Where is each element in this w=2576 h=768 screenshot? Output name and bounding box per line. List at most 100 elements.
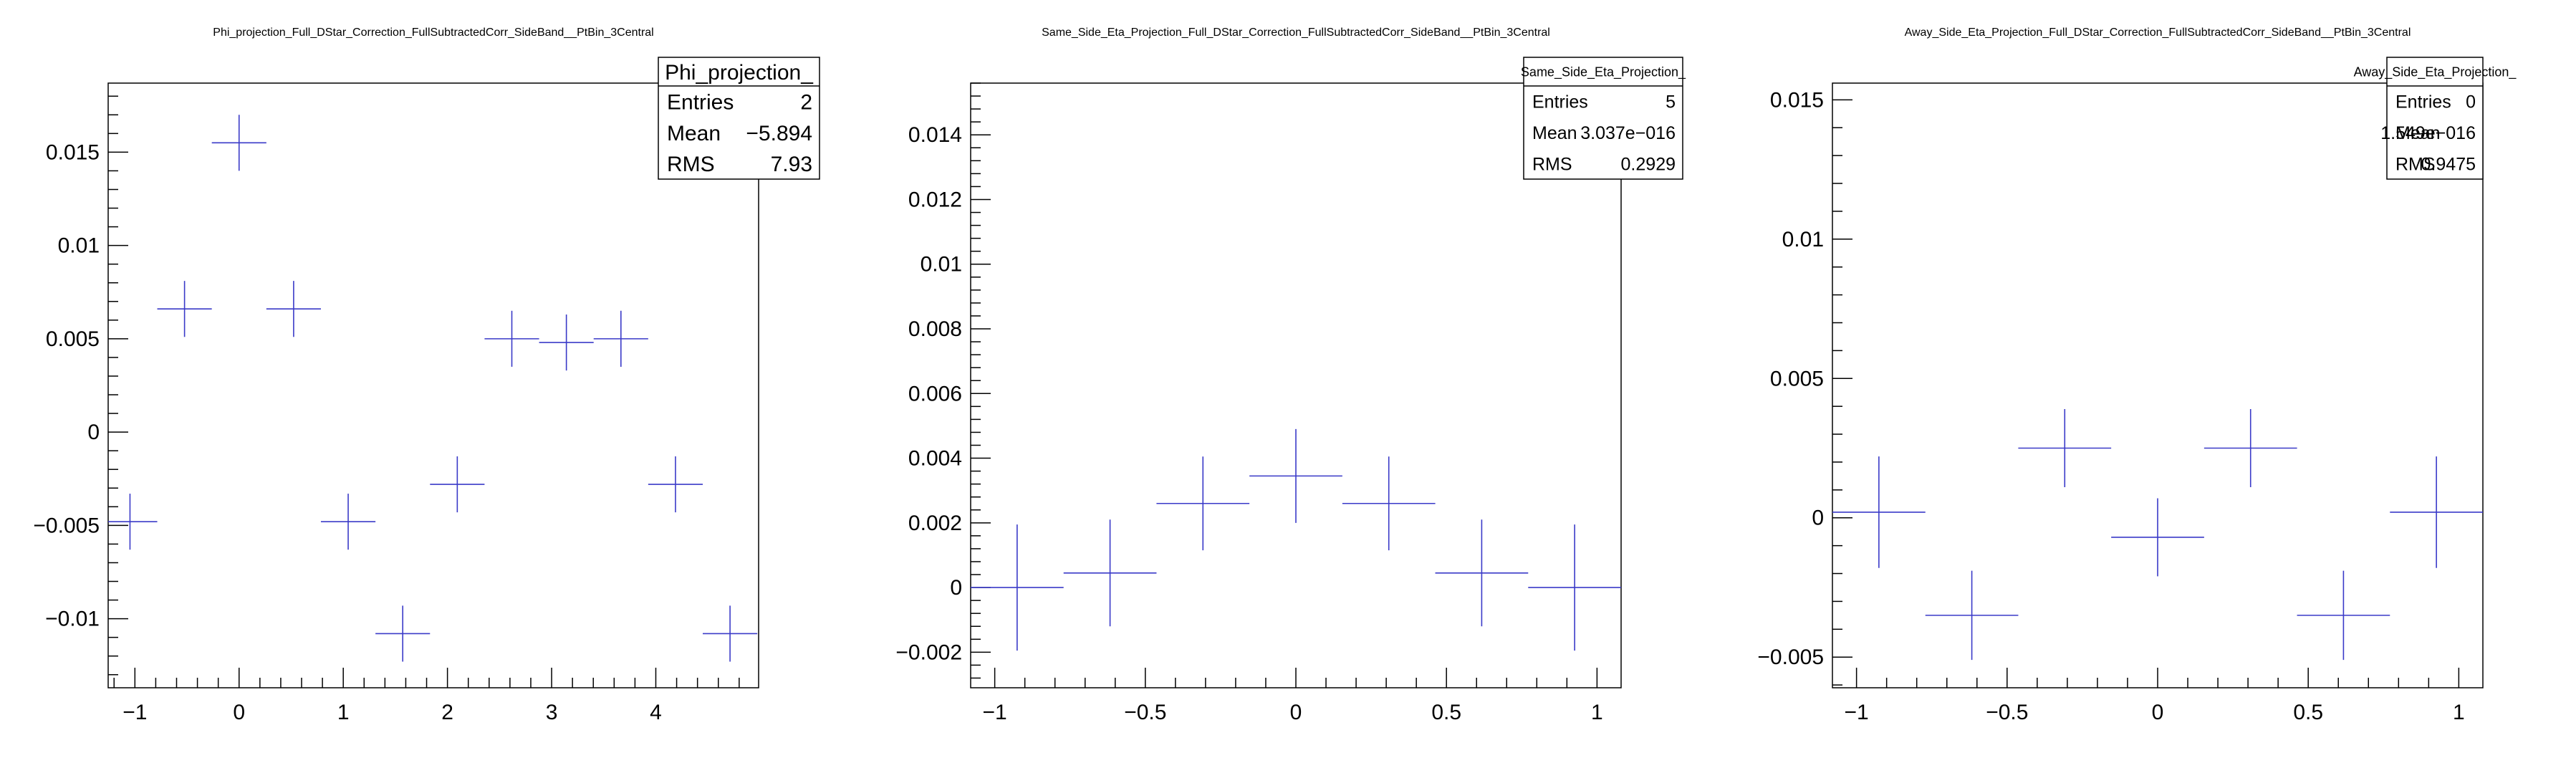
stats-label: Mean bbox=[1532, 123, 1577, 143]
plot-frame bbox=[107, 82, 759, 688]
data-point bbox=[1249, 428, 1342, 523]
data-point bbox=[484, 310, 539, 367]
plot-frame bbox=[1832, 82, 2484, 688]
y-tick-label: 0.01 bbox=[1782, 228, 1824, 251]
stats-box-frame bbox=[658, 57, 820, 180]
stats-label: RMS bbox=[1532, 154, 1572, 174]
data-point bbox=[211, 115, 266, 171]
data-point bbox=[1342, 456, 1436, 551]
y-tick-label: 0.015 bbox=[46, 140, 100, 164]
plot-title: Away_Side_Eta_Projection_Full_DStar_Corr… bbox=[1905, 27, 2411, 39]
stats-label: Mean bbox=[2395, 123, 2441, 143]
data-point bbox=[648, 456, 703, 513]
stats-label: Entries bbox=[1532, 92, 1588, 112]
stats-value: 0.2929 bbox=[1621, 154, 1676, 174]
x-tick-label: 0 bbox=[2152, 701, 2164, 724]
y-tick-label: 0.01 bbox=[58, 234, 100, 258]
stats-name: Away_Side_Eta_Projection_ bbox=[2354, 64, 2517, 80]
x-tick-label: −0.5 bbox=[1986, 701, 2028, 724]
x-tick-label: −0.5 bbox=[1124, 701, 1166, 724]
data-point bbox=[1925, 570, 2019, 661]
data-point bbox=[2390, 456, 2483, 568]
y-tick-label: 0.005 bbox=[1770, 367, 1824, 390]
y-tick-label: −0.002 bbox=[895, 640, 962, 664]
stats-value: 3.037e−016 bbox=[1580, 123, 1676, 143]
x-tick-label: 2 bbox=[441, 701, 453, 724]
y-tick-label: −0.005 bbox=[1757, 645, 1824, 669]
x-tick-label: 3 bbox=[546, 701, 558, 724]
data-point bbox=[1063, 519, 1157, 627]
data-point bbox=[1832, 456, 1926, 568]
data-point bbox=[2111, 498, 2204, 577]
data-point bbox=[266, 281, 321, 337]
y-tick-label: 0.012 bbox=[908, 188, 962, 211]
x-tick-label: 1 bbox=[337, 701, 350, 724]
stats-label: RMS bbox=[667, 153, 715, 176]
y-tick-label: 0.008 bbox=[908, 317, 962, 341]
stats-name: Same_Side_Eta_Projection_ bbox=[1521, 64, 1686, 80]
y-tick-label: 0.01 bbox=[921, 253, 962, 277]
data-point bbox=[593, 310, 648, 367]
stats-value: 7.93 bbox=[771, 153, 812, 176]
plot-panel-1: Phi_projection_Full_DStar_Correction_Ful… bbox=[33, 27, 820, 724]
plot-title: Phi_projection_Full_DStar_Correction_Ful… bbox=[213, 27, 653, 39]
y-tick-label: 0.005 bbox=[46, 327, 100, 351]
plot-panel-3: Away_Side_Eta_Projection_Full_DStar_Corr… bbox=[1757, 27, 2517, 724]
y-tick-label: 0.014 bbox=[908, 123, 962, 147]
y-tick-label: 0 bbox=[950, 576, 962, 600]
stats-value: 0.9475 bbox=[2421, 154, 2476, 174]
y-tick-label: 0.006 bbox=[908, 382, 962, 405]
data-point bbox=[108, 494, 158, 550]
x-tick-label: 1 bbox=[1591, 701, 1603, 724]
stats-label: RMS bbox=[2395, 154, 2436, 174]
stats-label: Entries bbox=[2395, 92, 2451, 112]
y-tick-label: 0.002 bbox=[908, 512, 962, 535]
stats-value: 2 bbox=[800, 90, 812, 114]
stats-box-frame bbox=[2386, 57, 2484, 180]
y-tick-label: −0.005 bbox=[33, 514, 100, 537]
stats-value: 0 bbox=[2466, 92, 2476, 112]
x-tick-label: 1 bbox=[2453, 701, 2465, 724]
y-tick-label: 0.015 bbox=[1770, 88, 1824, 112]
x-tick-label: −1 bbox=[983, 701, 1007, 724]
stats-box: Same_Side_Eta_Projection_ Entries 5 Mean 3.0… bbox=[1521, 57, 1686, 180]
stats-label: Mean bbox=[667, 122, 721, 145]
y-tick-label: −0.01 bbox=[45, 608, 100, 631]
x-tick-label: 4 bbox=[650, 701, 662, 724]
data-point bbox=[539, 315, 594, 371]
stats-name: Phi_projection_ bbox=[665, 61, 814, 85]
x-tick-label: 0 bbox=[1290, 701, 1302, 724]
y-tick-label: 0 bbox=[87, 421, 100, 444]
stats-value: 5 bbox=[1666, 92, 1676, 112]
stats-box: Phi_projection_ Entries 2 Mean −5.894 RMS 7.93 bbox=[658, 57, 820, 180]
data-point bbox=[1528, 524, 1621, 651]
data-point bbox=[375, 605, 431, 662]
data-series bbox=[971, 428, 1621, 651]
data-point bbox=[2297, 570, 2390, 661]
data-point bbox=[2203, 409, 2297, 487]
data-point bbox=[1435, 519, 1529, 627]
data-point bbox=[971, 524, 1064, 651]
y-tick-label: 0 bbox=[1812, 507, 1824, 530]
x-tick-label: 0 bbox=[233, 701, 245, 724]
x-tick-label: 0.5 bbox=[2293, 701, 2323, 724]
plot-title: Same_Side_Eta_Projection_Full_DStar_Corr… bbox=[1042, 27, 1550, 39]
stats-box-frame bbox=[1523, 57, 1683, 180]
data-point bbox=[1156, 456, 1250, 551]
x-tick-label: −1 bbox=[122, 701, 147, 724]
data-point bbox=[430, 456, 485, 513]
data-point bbox=[2018, 409, 2112, 487]
y-tick-label: 0.004 bbox=[908, 447, 962, 471]
data-point bbox=[157, 281, 212, 337]
stats-value: 1.549e−016 bbox=[2380, 123, 2476, 143]
x-tick-label: 0.5 bbox=[1431, 701, 1461, 724]
plot-panel-2: Same_Side_Eta_Projection_Full_DStar_Corr… bbox=[895, 27, 1686, 724]
data-point bbox=[703, 605, 758, 662]
stats-box: Away_Side_Eta_Projection_ Entries 0 Mean1.5… bbox=[2354, 57, 2517, 180]
data-series bbox=[108, 115, 758, 662]
stats-value: −5.894 bbox=[746, 122, 812, 145]
stats-label: Entries bbox=[667, 90, 734, 114]
data-point bbox=[320, 494, 376, 550]
x-tick-label: −1 bbox=[1845, 701, 1869, 724]
